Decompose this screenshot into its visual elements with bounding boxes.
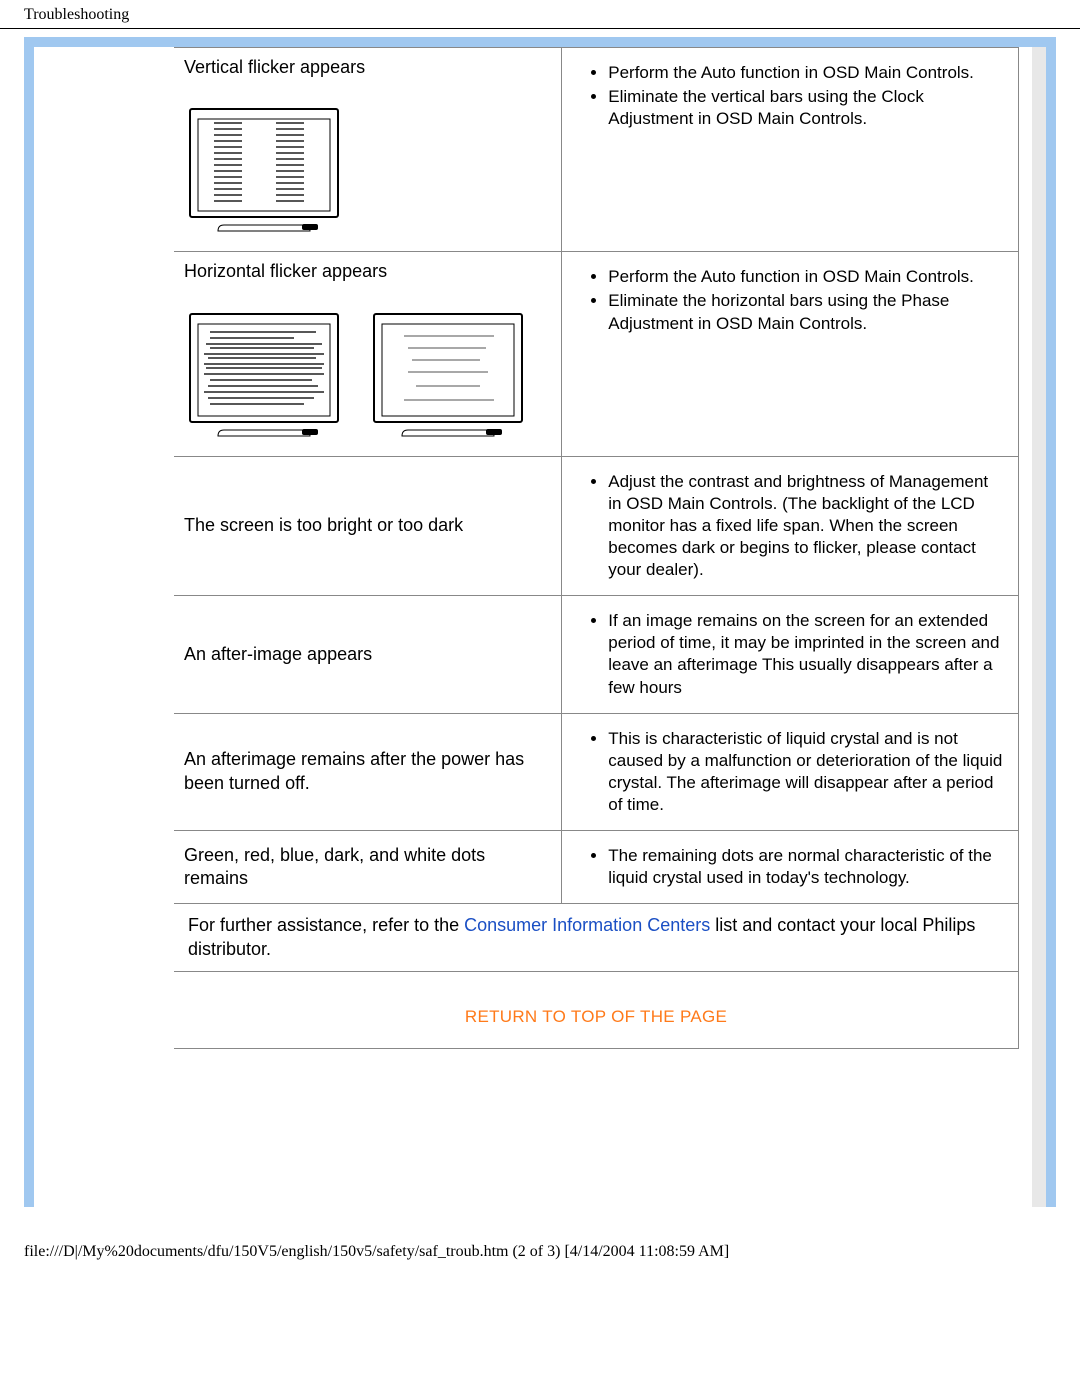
consumer-info-link[interactable]: Consumer Information Centers xyxy=(464,915,710,935)
problem-title: Horizontal flicker appears xyxy=(184,260,551,283)
problem-cell: Green, red, blue, dark, and white dots r… xyxy=(174,831,562,904)
solution-item: Perform the Auto function in OSD Main Co… xyxy=(608,266,1004,288)
return-to-top-link[interactable]: RETURN TO TOP OF THE PAGE xyxy=(465,1007,727,1026)
problem-cell: An after-image appears xyxy=(174,596,562,713)
assistance-note: For further assistance, refer to the Con… xyxy=(174,904,1018,972)
footer-path: file:///D|/My%20documents/dfu/150V5/engl… xyxy=(0,1207,1080,1271)
problem-title: Vertical flicker appears xyxy=(184,56,551,79)
problem-title: An afterimage remains after the power ha… xyxy=(184,748,551,795)
solution-cell: This is characteristic of liquid crystal… xyxy=(562,714,1018,831)
problem-cell: The screen is too bright or too dark xyxy=(174,457,562,596)
solution-cell: Perform the Auto function in OSD Main Co… xyxy=(562,48,1018,252)
solution-cell: If an image remains on the screen for an… xyxy=(562,596,1018,713)
solution-item: Adjust the contrast and brightness of Ma… xyxy=(608,471,1004,581)
problem-title: The screen is too bright or too dark xyxy=(184,514,551,537)
problem-cell: Vertical flicker appears xyxy=(174,48,562,252)
problem-title: Green, red, blue, dark, and white dots r… xyxy=(184,844,551,891)
solution-item: If an image remains on the screen for an… xyxy=(608,610,1004,698)
page-title: Troubleshooting xyxy=(0,0,1080,29)
troubleshooting-table: Vertical flicker appears xyxy=(174,47,1019,1049)
monitor-vertical-flicker-icon xyxy=(184,103,344,243)
assist-pre: For further assistance, refer to the xyxy=(188,915,464,935)
monitor-horizontal-dense-icon xyxy=(184,308,344,448)
problem-cell: An afterimage remains after the power ha… xyxy=(174,714,562,831)
return-row: RETURN TO TOP OF THE PAGE xyxy=(174,972,1018,1048)
monitor-horizontal-sparse-icon xyxy=(368,308,528,448)
scrollbar[interactable] xyxy=(1032,47,1046,1207)
solution-item: Eliminate the horizontal bars using the … xyxy=(608,290,1004,334)
solution-cell: Adjust the contrast and brightness of Ma… xyxy=(562,457,1018,596)
solution-item: This is characteristic of liquid crystal… xyxy=(608,728,1004,816)
problem-cell: Horizontal flicker appears xyxy=(174,252,562,456)
solution-item: Eliminate the vertical bars using the Cl… xyxy=(608,86,1004,130)
solution-cell: The remaining dots are normal characteri… xyxy=(562,831,1018,904)
problem-title: An after-image appears xyxy=(184,643,551,666)
solution-cell: Perform the Auto function in OSD Main Co… xyxy=(562,252,1018,456)
solution-item: The remaining dots are normal characteri… xyxy=(608,845,1004,889)
solution-item: Perform the Auto function in OSD Main Co… xyxy=(608,62,1004,84)
content-frame: Vertical flicker appears xyxy=(24,37,1056,1207)
